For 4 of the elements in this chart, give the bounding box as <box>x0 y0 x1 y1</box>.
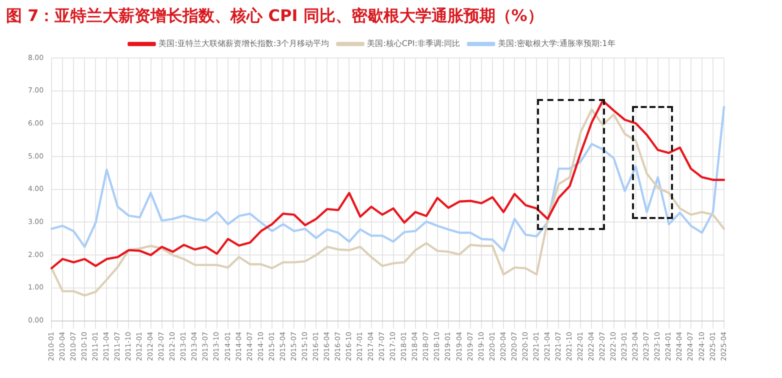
chart-title: 图 7：亚特兰大薪资增长指数、核心 CPI 同比、密歇根大学通胀预期（%） <box>6 6 544 27</box>
legend-label: 美国:核心CPI:非季调:同比 <box>367 39 460 48</box>
legend-label: 美国:密歇根大学:通胀率预期:1年 <box>498 39 616 48</box>
legend-label: 美国:亚特兰大联储薪资增长指数:3个月移动平均 <box>158 39 330 48</box>
